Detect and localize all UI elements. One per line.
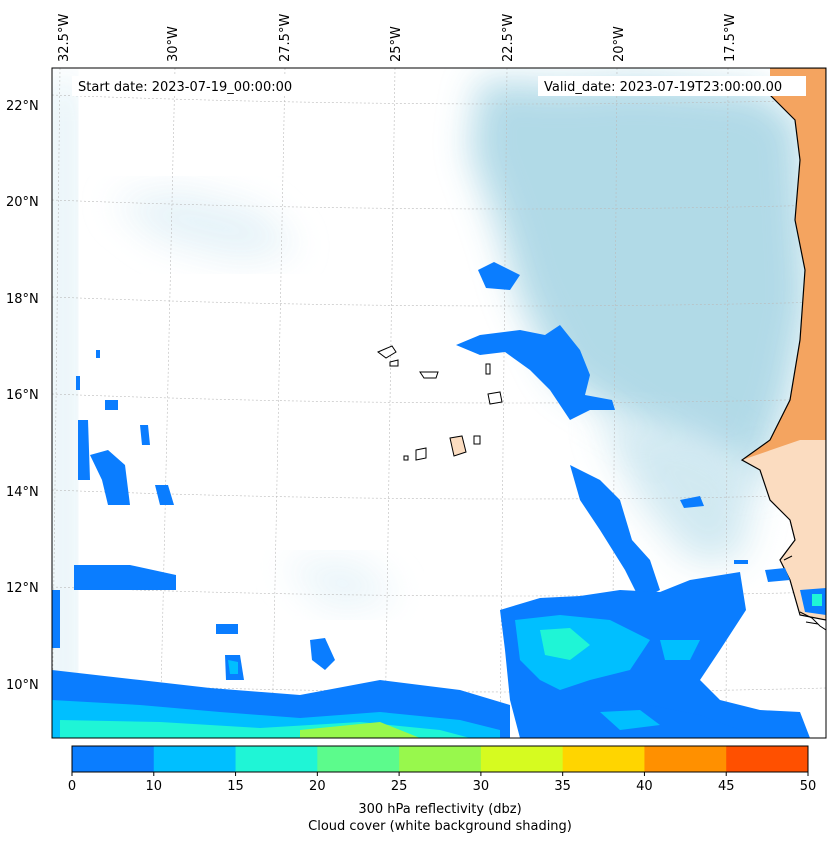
colorbar-label: 300 hPa reflectivity (dbz)	[358, 802, 521, 817]
land-area	[740, 68, 826, 621]
longitude-labels: 32.5°W 30°W 27.5°W 25°W 22.5°W 20°W 17.5…	[57, 14, 738, 62]
colorbar-tick-label: 20	[309, 779, 326, 794]
coastline	[783, 555, 826, 631]
lat-label: 20°N	[6, 195, 39, 210]
colorbar-tick-label: 30	[473, 779, 490, 794]
colorbar-tick-label: 15	[227, 779, 244, 794]
lon-label: 32.5°W	[57, 14, 72, 62]
colorbar-tick-label: 50	[800, 779, 817, 794]
colorbar-sublabel: Cloud cover (white background shading)	[308, 819, 572, 834]
lon-label: 20°W	[612, 26, 627, 62]
colorbar-segment	[235, 746, 318, 772]
map-panel	[52, 68, 826, 738]
lat-label: 18°N	[6, 292, 39, 307]
colorbar-segment	[399, 746, 482, 772]
cape-verde-islands	[377, 345, 503, 461]
colorbar-tick-label: 40	[636, 779, 653, 794]
colorbar-segment	[72, 746, 155, 772]
colorbar: 0 10 15 20 25 30 35 40 45 50	[68, 745, 817, 794]
lat-label: 16°N	[6, 388, 39, 403]
colorbar-segment	[480, 746, 564, 772]
colorbar-tick-label: 0	[68, 779, 76, 794]
start-date-box: Start date: 2023-07-19_00:00:00	[72, 76, 316, 96]
valid-date-text: Valid_date: 2023-07-19T23:00:00.00	[544, 80, 782, 95]
lon-label: 30°W	[166, 26, 181, 62]
map-frame	[51, 67, 827, 739]
valid-date-box: Valid_date: 2023-07-19T23:00:00.00	[538, 76, 806, 96]
lon-label: 22.5°W	[501, 14, 516, 62]
colorbar-segment	[153, 746, 237, 772]
colorbar-tick-label: 10	[146, 779, 163, 794]
colorbar-frame	[71, 745, 809, 773]
reflectivity-field	[52, 262, 826, 738]
start-date-text: Start date: 2023-07-19_00:00:00	[78, 80, 292, 95]
cloud-cover-shading	[52, 80, 810, 720]
lat-label: 22°N	[6, 99, 39, 114]
lon-label: 27.5°W	[278, 14, 293, 62]
latitude-labels: 22°N 20°N 18°N 16°N 14°N 12°N 10°N	[6, 99, 39, 693]
colorbar-segment	[562, 746, 645, 772]
colorbar-segment	[644, 746, 727, 772]
colorbar-tick-label: 35	[554, 779, 571, 794]
lon-label: 25°W	[389, 26, 404, 62]
lat-label: 14°N	[6, 485, 39, 500]
lat-label: 10°N	[6, 678, 39, 693]
colorbar-tick-label: 25	[391, 779, 408, 794]
colorbar-segment	[317, 746, 400, 772]
colorbar-segment	[726, 746, 809, 772]
colorbar-tick-label: 45	[718, 779, 735, 794]
lon-label: 17.5°W	[723, 14, 738, 62]
lat-label: 12°N	[6, 581, 39, 596]
